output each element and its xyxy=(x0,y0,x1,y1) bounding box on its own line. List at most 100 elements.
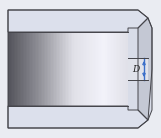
Bar xyxy=(46,32,47,106)
Text: D: D xyxy=(132,64,140,74)
Bar xyxy=(30,32,32,106)
Bar xyxy=(76,32,77,106)
Bar xyxy=(107,32,109,106)
Bar xyxy=(32,32,33,106)
Bar xyxy=(35,32,37,106)
Bar xyxy=(105,32,107,106)
Bar xyxy=(128,60,148,78)
Bar xyxy=(128,77,148,79)
Bar xyxy=(128,72,148,79)
Bar xyxy=(128,67,148,78)
Bar xyxy=(103,32,104,106)
Bar xyxy=(50,32,52,106)
Bar xyxy=(128,73,148,79)
Bar xyxy=(85,32,86,106)
Bar xyxy=(71,32,72,106)
Polygon shape xyxy=(8,10,148,32)
Bar xyxy=(44,32,46,106)
Bar xyxy=(116,32,118,106)
Bar xyxy=(96,32,98,106)
Bar xyxy=(83,32,85,106)
Bar xyxy=(92,32,94,106)
Bar xyxy=(74,32,76,106)
Bar xyxy=(109,32,110,106)
Bar xyxy=(94,32,95,106)
Bar xyxy=(38,32,39,106)
Bar xyxy=(122,32,123,106)
Bar xyxy=(104,32,105,106)
Bar xyxy=(29,32,30,106)
Bar xyxy=(33,32,35,106)
Bar xyxy=(62,32,63,106)
Bar xyxy=(98,32,99,106)
Bar xyxy=(72,32,74,106)
Bar xyxy=(112,32,113,106)
Bar xyxy=(61,32,62,106)
Bar xyxy=(47,32,48,106)
Bar xyxy=(128,59,148,78)
Polygon shape xyxy=(8,106,148,128)
Bar xyxy=(87,32,89,106)
Bar xyxy=(128,58,148,80)
Bar xyxy=(128,75,148,79)
Bar xyxy=(128,65,148,78)
Bar xyxy=(99,32,101,106)
Bar xyxy=(28,32,29,106)
Bar xyxy=(128,70,148,78)
Bar xyxy=(127,32,128,106)
Bar xyxy=(24,32,26,106)
Bar xyxy=(128,63,148,78)
Bar xyxy=(113,32,114,106)
Polygon shape xyxy=(138,18,152,120)
Bar xyxy=(128,66,148,78)
Bar xyxy=(101,32,103,106)
Bar xyxy=(56,32,57,106)
Bar xyxy=(15,32,17,106)
Bar xyxy=(55,32,56,106)
Bar xyxy=(80,32,81,106)
Bar xyxy=(23,32,24,106)
Bar xyxy=(118,32,119,106)
Bar xyxy=(59,32,61,106)
Bar xyxy=(9,32,11,106)
Bar xyxy=(14,32,15,106)
Bar xyxy=(26,32,28,106)
Bar xyxy=(70,32,71,106)
Bar xyxy=(89,32,90,106)
Bar xyxy=(66,32,68,106)
Bar xyxy=(86,32,87,106)
Bar xyxy=(77,32,79,106)
Bar xyxy=(52,32,53,106)
Bar xyxy=(128,68,148,78)
Bar xyxy=(128,61,148,78)
Bar xyxy=(79,32,80,106)
Bar xyxy=(90,32,92,106)
Bar xyxy=(37,32,38,106)
Bar xyxy=(13,32,14,106)
Bar xyxy=(95,32,96,106)
Bar xyxy=(125,32,127,106)
Bar xyxy=(68,32,70,106)
Bar xyxy=(128,79,148,80)
Bar xyxy=(128,76,148,79)
Bar xyxy=(123,32,125,106)
Bar xyxy=(128,62,148,78)
Bar xyxy=(53,32,55,106)
Polygon shape xyxy=(8,10,152,128)
Bar xyxy=(119,32,120,106)
Bar xyxy=(120,32,122,106)
Bar xyxy=(39,32,41,106)
Bar xyxy=(114,32,116,106)
Bar xyxy=(128,69,148,78)
Bar xyxy=(17,32,19,106)
Bar xyxy=(22,32,23,106)
Bar xyxy=(128,78,148,79)
Bar xyxy=(43,32,44,106)
Bar xyxy=(63,32,65,106)
Bar xyxy=(8,32,9,106)
Bar xyxy=(48,32,50,106)
Bar xyxy=(11,32,13,106)
Bar xyxy=(57,32,59,106)
Bar xyxy=(41,32,43,106)
Bar xyxy=(128,71,148,79)
